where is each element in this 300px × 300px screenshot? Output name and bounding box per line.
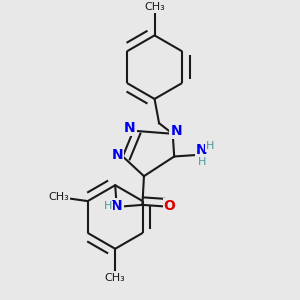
Text: H: H <box>198 157 207 166</box>
Text: N: N <box>196 142 207 157</box>
Text: CH₃: CH₃ <box>144 2 165 12</box>
Text: N: N <box>112 148 123 162</box>
Text: H: H <box>206 141 215 151</box>
Text: N: N <box>124 121 136 135</box>
Text: CH₃: CH₃ <box>49 192 69 202</box>
Text: N: N <box>111 200 122 213</box>
Text: H: H <box>103 201 112 212</box>
Text: O: O <box>164 200 176 213</box>
Text: N: N <box>170 124 182 138</box>
Text: CH₃: CH₃ <box>105 272 126 283</box>
